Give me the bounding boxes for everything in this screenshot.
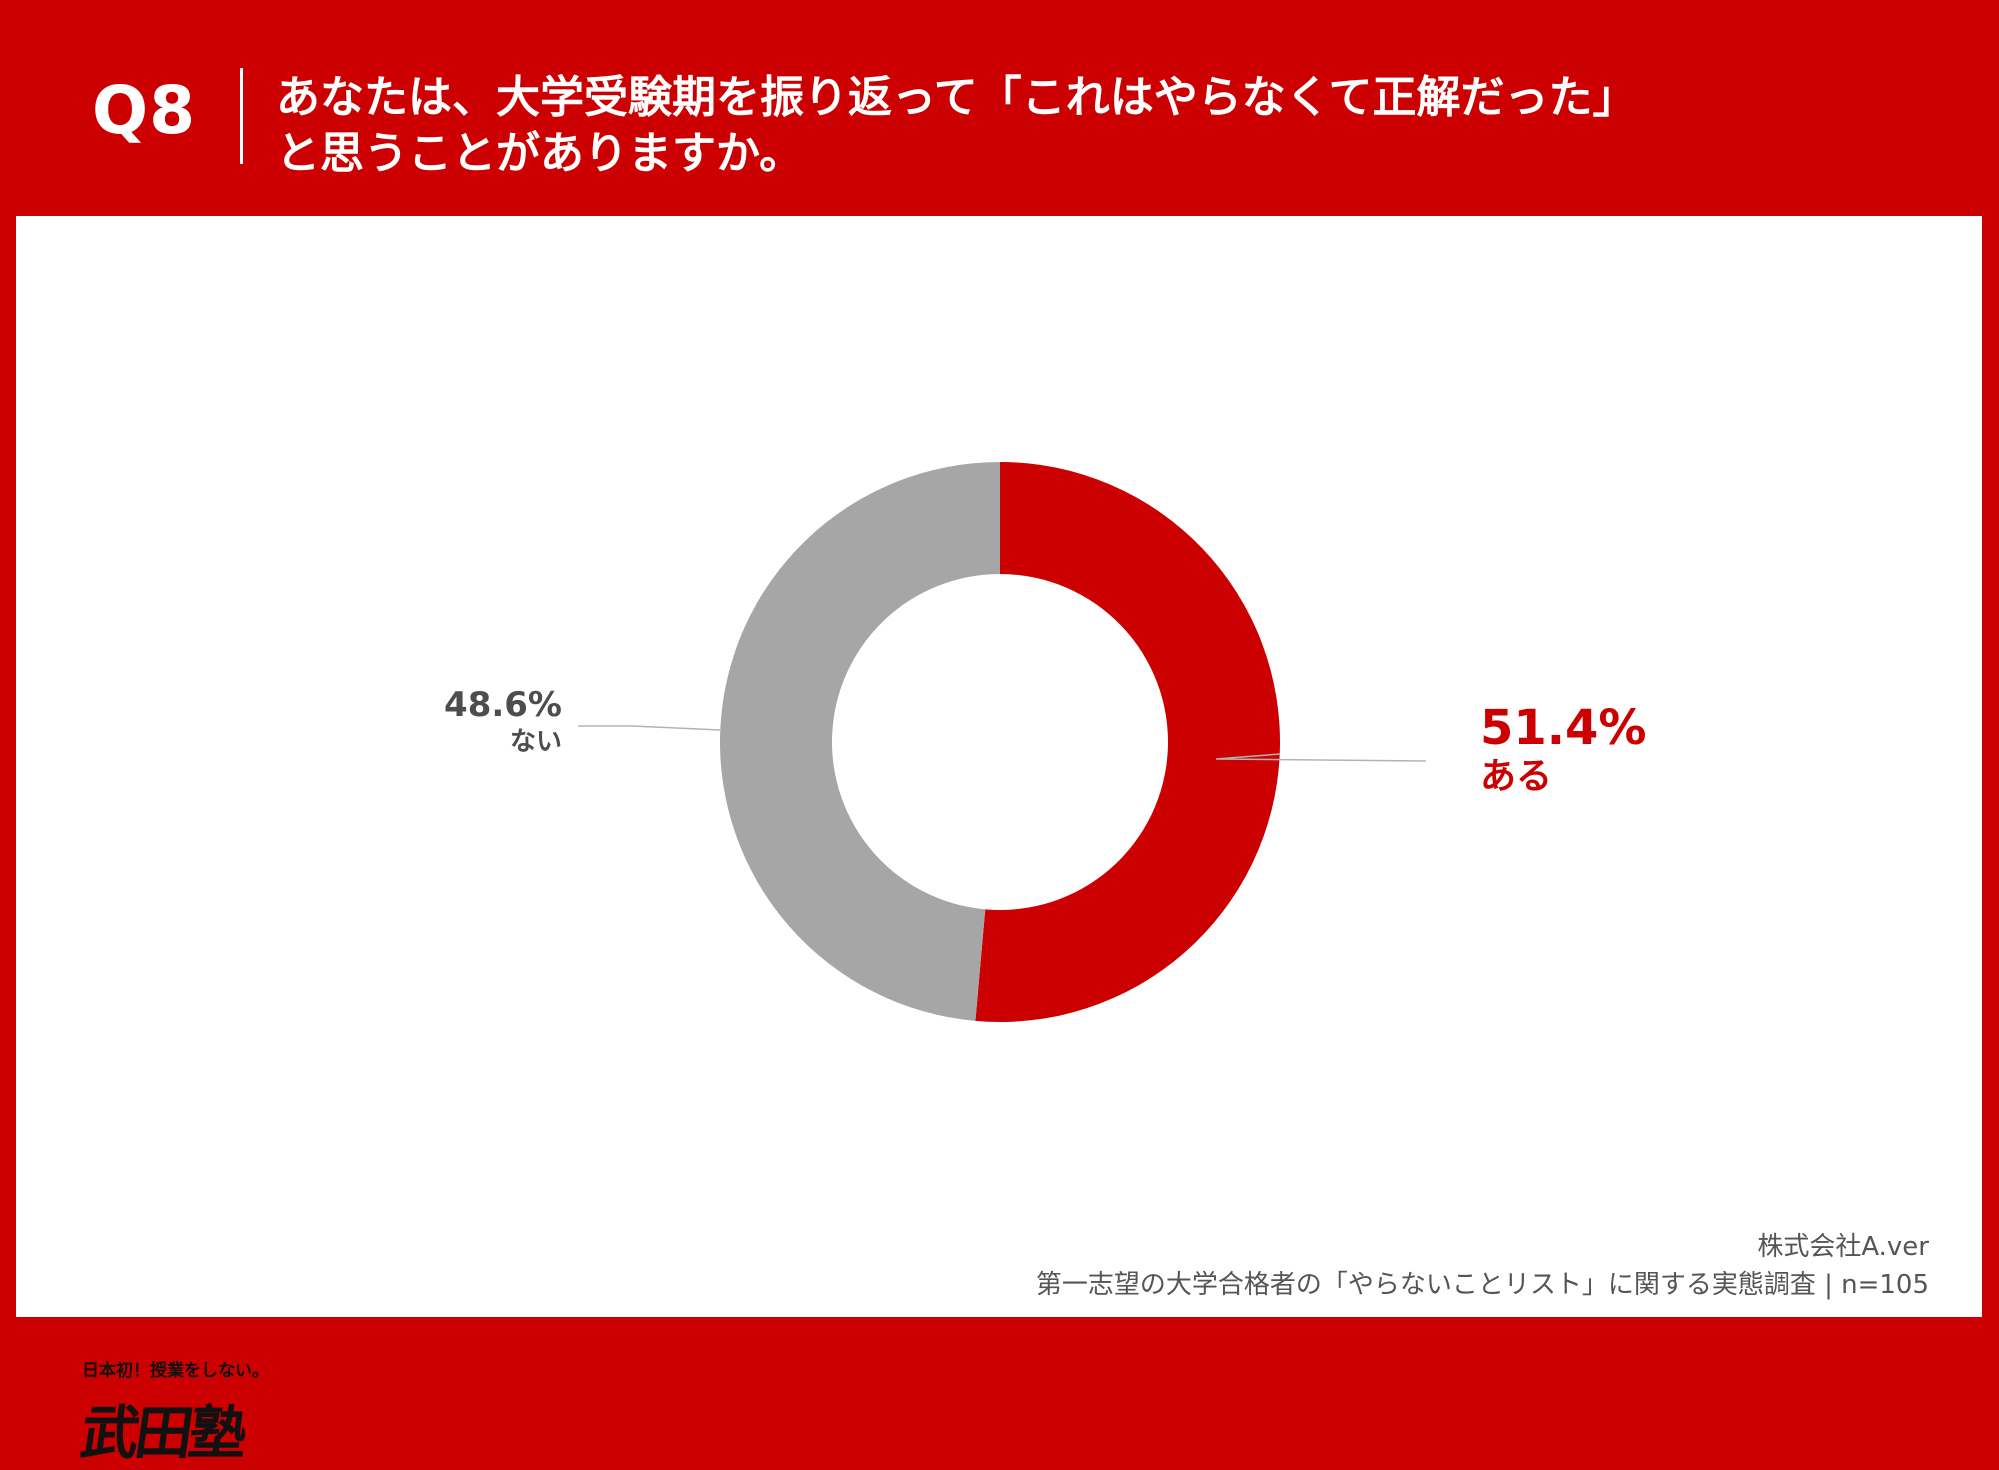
logo-tagline: 日本初！授業をしない。 xyxy=(82,1361,269,1381)
leader-line-nai xyxy=(578,725,721,731)
footer-company: 株式会社A.ver xyxy=(1757,1232,1929,1262)
footer-survey: 第一志望の大学合格者の「やらないことリスト」に関する実態調査 | n=105 xyxy=(1035,1270,1929,1300)
data-label-aru-value: 51.4% xyxy=(1480,700,1647,756)
footer: 株式会社A.ver 第一志望の大学合格者の「やらないことリスト」に関する実態調査… xyxy=(1036,1228,1929,1304)
data-label-nai-value: 48.6% xyxy=(444,685,562,725)
header-divider xyxy=(240,68,243,164)
question-number: Q8 xyxy=(92,72,197,149)
donut-chart: 51.4%ある 48.6%ない xyxy=(444,462,1647,1022)
logo-mark: 武田塾 xyxy=(76,1399,249,1467)
question-line-2: と思うことがありますか。 xyxy=(276,128,804,179)
leader-line-aru xyxy=(1215,753,1427,762)
question-text: あなたは、大学受験期を振り返って「これはやらなくて正解だった」 と思うことがあり… xyxy=(276,70,1926,182)
donut-slice-0 xyxy=(975,462,1280,1022)
question-line-1: あなたは、大学受験期を振り返って「これはやらなくて正解だった」 xyxy=(276,72,1637,123)
data-label-aru-name: ある xyxy=(1480,756,1552,797)
donut-slice-1 xyxy=(720,462,1000,1021)
data-label-nai-name: ない xyxy=(510,727,562,757)
logo-stamp: 逆転合格 xyxy=(243,1413,297,1467)
takedajuku-logo: 日本初！授業をしない。 武田塾 逆転合格 xyxy=(76,1356,316,1467)
header: Q8 あなたは、大学受験期を振り返って「これはやらなくて正解だった」 と思うこと… xyxy=(0,0,1999,216)
chart-panel: 51.4% ある 48.6% ない 日本初！授業をしない。 武田塾 逆転合格 xyxy=(16,216,1982,1467)
